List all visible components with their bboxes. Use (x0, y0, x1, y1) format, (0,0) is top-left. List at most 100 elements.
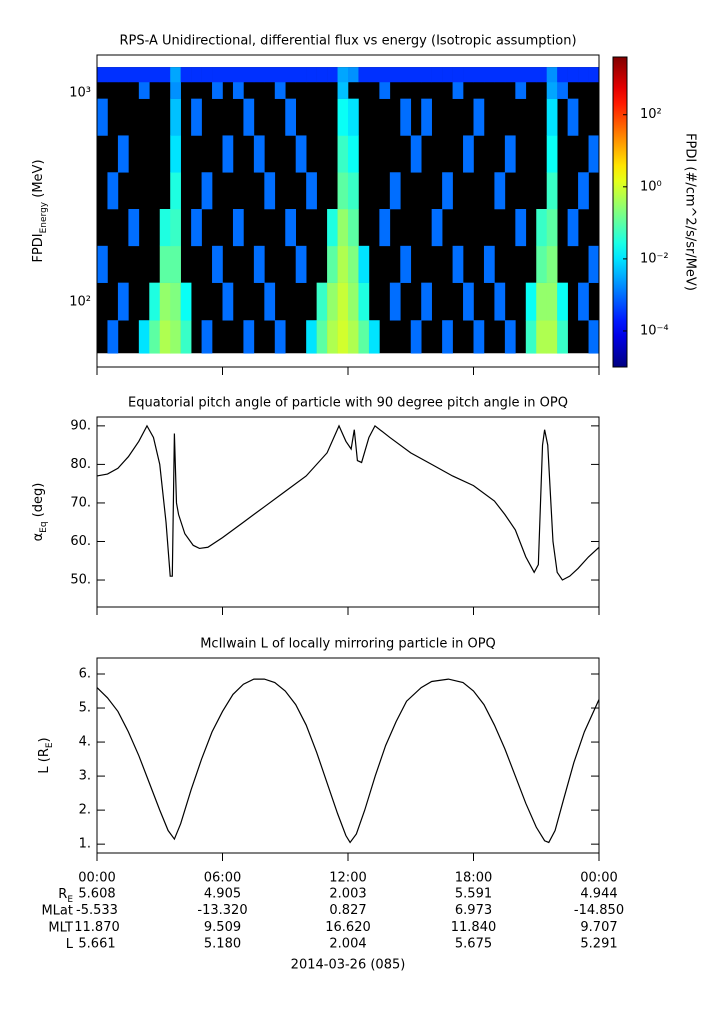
heatmap-cell (483, 67, 495, 83)
heatmap-cell (348, 135, 359, 173)
heatmap-cell (348, 208, 359, 247)
heatmap-cell (546, 208, 558, 247)
heatmap-cell (473, 67, 485, 83)
heatmap-cell (536, 245, 548, 283)
y-axis-label-part: ) (37, 737, 52, 742)
heatmap-cell (170, 135, 181, 173)
ephemeris-value: 5.291 (580, 937, 617, 952)
heatmap-cell (107, 67, 119, 83)
heatmap-cell (201, 320, 213, 354)
heatmap-cell (536, 208, 548, 247)
heatmap-cell (337, 135, 349, 173)
heatmap-cell (138, 81, 150, 99)
heatmap-cell (222, 67, 234, 83)
y-axis-label-part: Eq (39, 521, 49, 532)
y-axis-label-part: (MeV) (31, 159, 46, 201)
heatmap-cell (348, 320, 359, 354)
heatmap-cell (421, 282, 432, 321)
y-axis-label: FPDIEnergy (MeV) (31, 159, 49, 262)
heatmap-cell (536, 282, 548, 321)
heatmap-cell (494, 282, 506, 321)
panel-title: Equatorial pitch angle of particle with … (128, 396, 568, 411)
heatmap-cell (578, 282, 589, 321)
ephemeris-value: 11.840 (451, 920, 497, 935)
heatmap-cell (463, 282, 474, 321)
heatmap-cell (421, 67, 432, 83)
heatmap-cell (243, 320, 255, 354)
heatmap-cell (473, 98, 485, 136)
heatmap-cell (170, 245, 181, 283)
heatmap-cell (191, 67, 202, 83)
heatmap-cell (348, 245, 359, 283)
heatmap-cell (316, 67, 328, 83)
heatmap-cell (578, 172, 589, 210)
ephemeris-value: 2.004 (329, 937, 366, 952)
heatmap-cell (588, 320, 600, 354)
heatmap-cell (274, 81, 286, 99)
heatmap-cell (253, 135, 265, 173)
heatmap-cell (107, 320, 119, 354)
heatmap-cell (285, 98, 297, 136)
ephemeris-label-part: MLat (41, 903, 73, 918)
ephemeris-value: 9.707 (580, 920, 617, 935)
y-tick-label: 3. (79, 769, 91, 784)
x-tick-label: 00:00 (78, 871, 115, 886)
heatmap-cell (525, 320, 537, 354)
heatmap-cell (358, 245, 370, 283)
heatmap-cell (117, 282, 129, 321)
heatmap-cell (327, 245, 338, 283)
ephemeris-label: MLT (48, 920, 73, 935)
heatmap-cell (567, 98, 579, 136)
colorbar-label: FPDI (#/cm^2/s/sr/MeV) (683, 133, 698, 291)
heatmap-cell (306, 320, 317, 354)
heatmap-cell (149, 320, 161, 354)
date-label: 2014-03-26 (085) (291, 958, 406, 973)
heatmap-cell (117, 135, 129, 173)
heatmap-cell (337, 208, 349, 247)
heatmap-cell (525, 67, 537, 83)
y-tick-label: 90. (70, 418, 91, 433)
ephemeris-label: L (66, 937, 74, 952)
heatmap-cell (232, 81, 244, 99)
heatmap-cell (337, 67, 349, 83)
heatmap-cell (212, 81, 223, 99)
heatmap-cell (483, 245, 495, 283)
ephemeris-label: RE (58, 887, 73, 905)
heatmap-cell (97, 67, 108, 83)
ephemeris-value: 16.620 (325, 920, 371, 935)
heatmap-cell (285, 208, 297, 247)
heatmap-cell (264, 172, 276, 210)
heatmap-cell (170, 172, 181, 210)
heatmap-cell (337, 81, 349, 99)
heatmap-cell (379, 67, 391, 83)
heatmap-cell (410, 67, 422, 83)
heatmap-cell (452, 245, 464, 283)
heatmap-cell (567, 67, 579, 83)
y-axis-label-part: Energy (39, 201, 49, 233)
y-axis-label: αEq (deg) (31, 483, 49, 542)
heatmap-cell (243, 98, 255, 136)
ephemeris-value: 6.973 (455, 903, 492, 918)
heatmap-cell (442, 172, 453, 210)
heatmap-cell (546, 320, 558, 354)
heatmap-cell (546, 98, 558, 136)
heatmap-cell (358, 320, 370, 354)
heatmap-cell (557, 67, 568, 83)
panel-title: RPS-A Unidirectional, differential flux … (119, 34, 576, 49)
heatmap-cell (368, 67, 380, 83)
colorbar-tick-label: 10² (640, 107, 662, 122)
heatmap-cell (442, 320, 453, 354)
heatmap-cell (358, 282, 370, 321)
heatmap-cell (180, 320, 192, 354)
heatmap-cell (400, 67, 412, 83)
heatmap-cell (264, 282, 276, 321)
heatmap-cell (138, 67, 150, 83)
heatmap-cell (128, 67, 140, 83)
heatmap-cell (306, 67, 317, 83)
heatmap-cell (159, 67, 171, 83)
heatmap-cell (348, 98, 359, 136)
heatmap-cell (504, 67, 516, 83)
panel-title: McIlwain L of locally mirroring particle… (200, 637, 496, 652)
heatmap-cell (295, 245, 307, 283)
